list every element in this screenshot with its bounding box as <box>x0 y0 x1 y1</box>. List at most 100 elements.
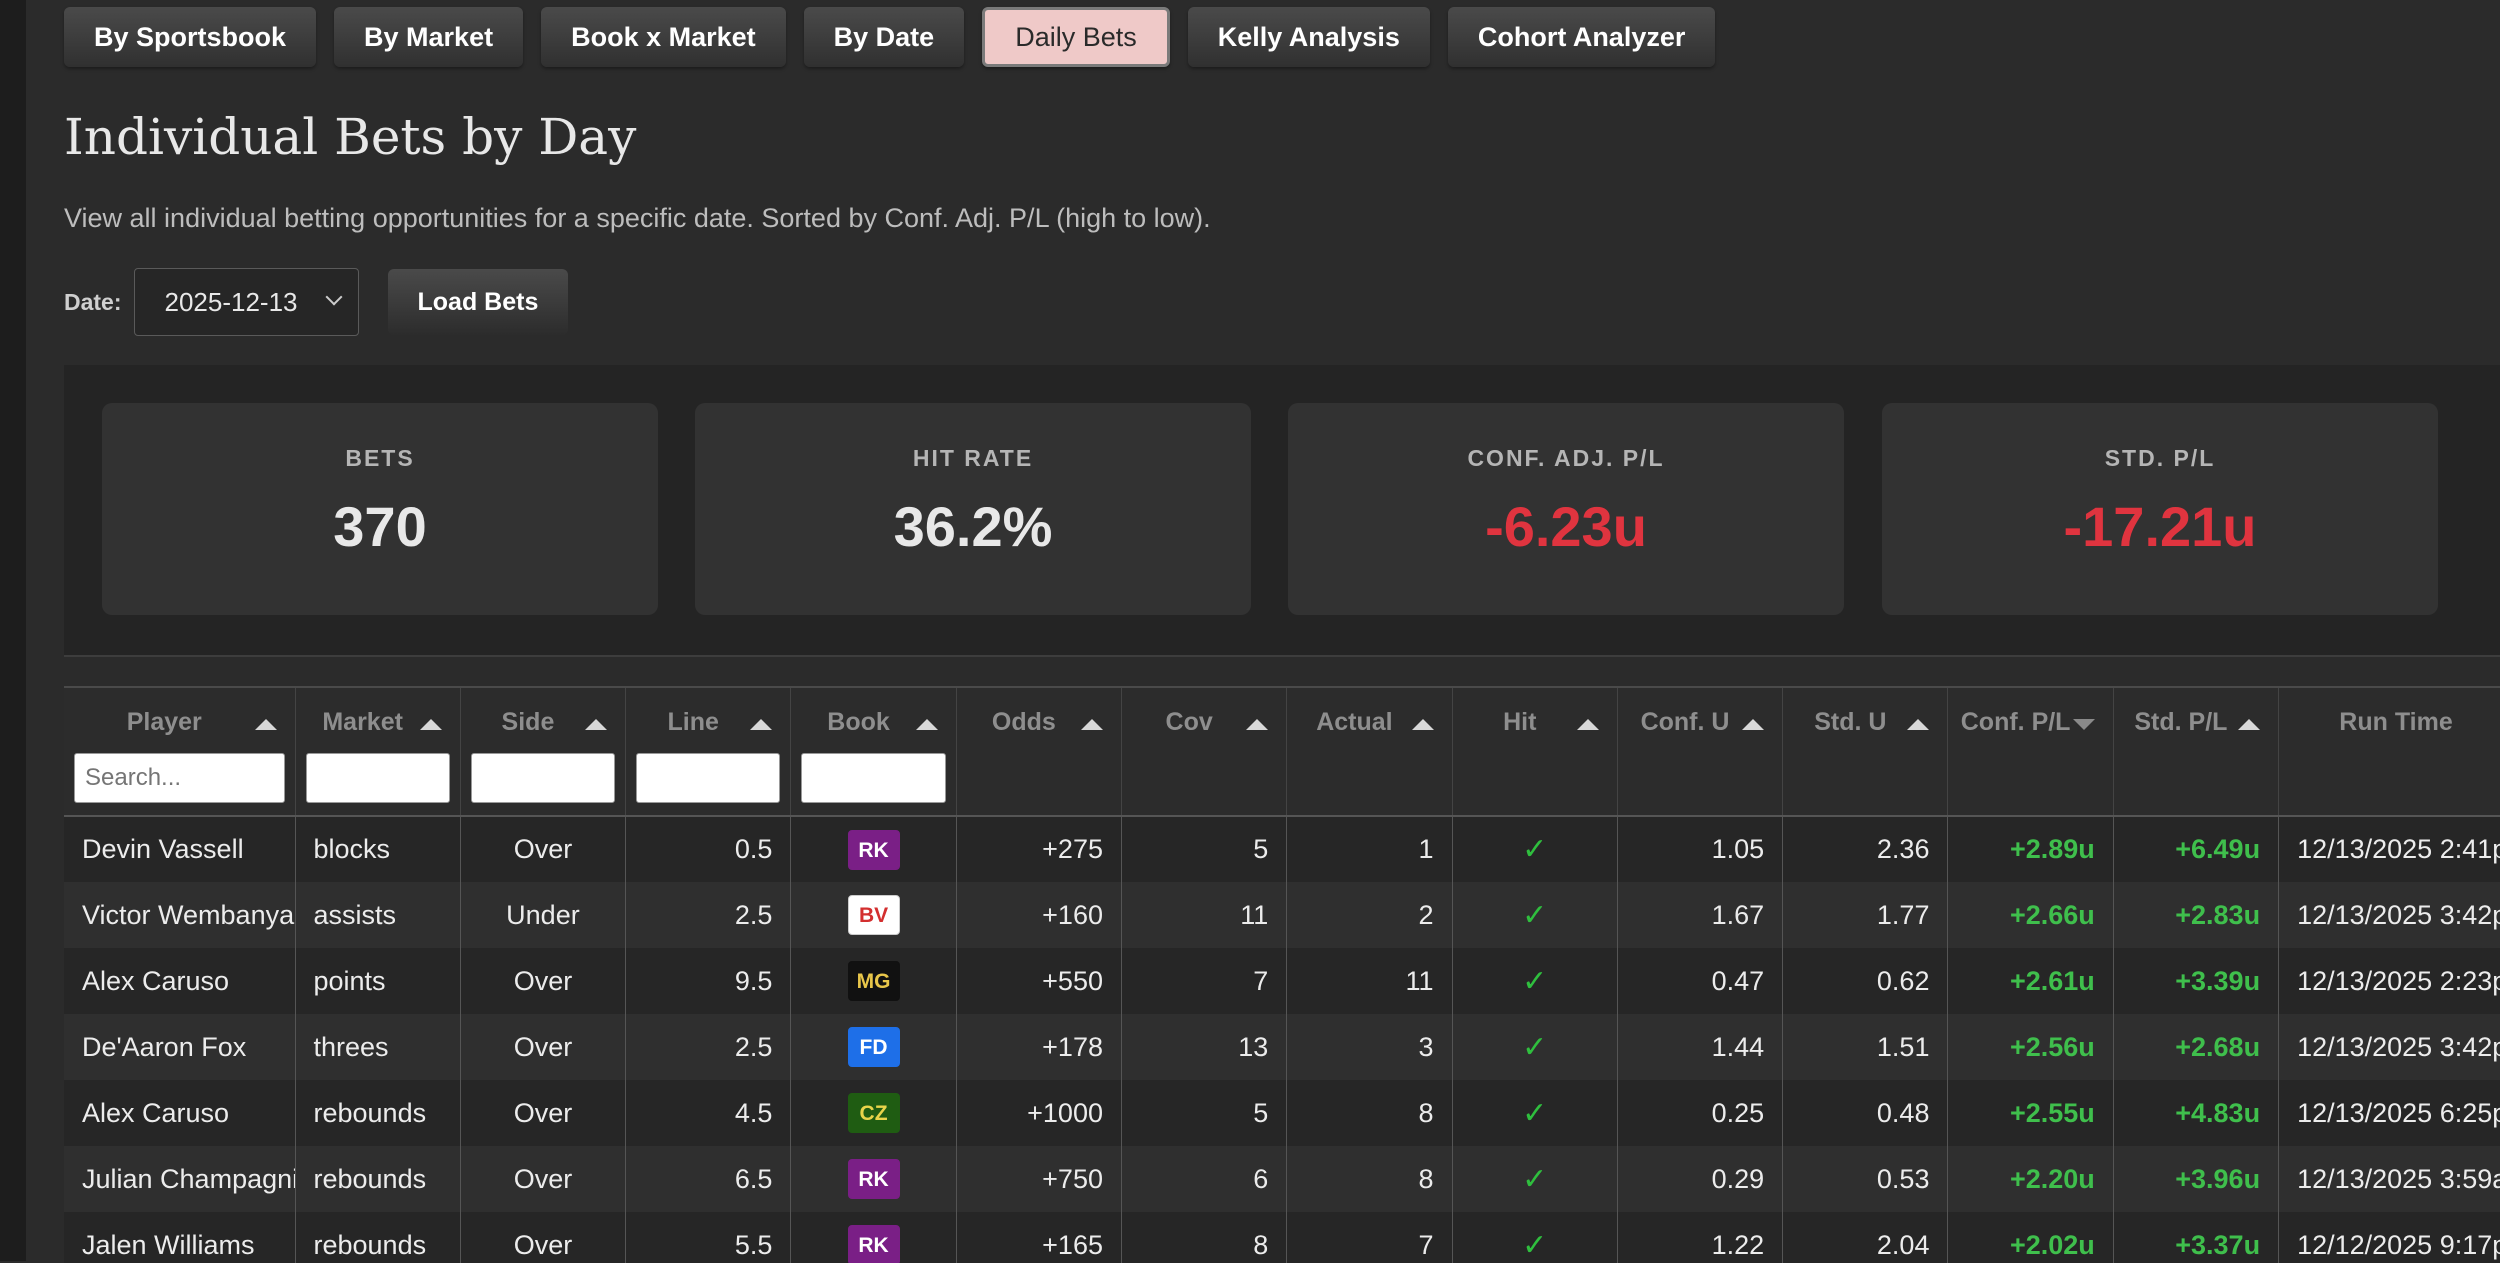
actual-cell: 11 <box>1286 948 1453 1014</box>
sort-up-icon[interactable] <box>254 719 277 730</box>
market-cell: assists <box>295 882 461 948</box>
book-badge: RK <box>847 1225 900 1263</box>
stat-label: CONF. ADJ. P/L <box>1467 445 1665 471</box>
player-filter-input[interactable] <box>74 753 285 803</box>
stat-card-bets: BETS 370 <box>102 403 658 615</box>
check-icon: ✓ <box>1452 1080 1618 1146</box>
stat-value: 370 <box>333 495 427 558</box>
sort-up-icon[interactable] <box>419 719 442 730</box>
sort-up-icon[interactable] <box>1246 719 1269 730</box>
cov-cell: 8 <box>1121 1212 1288 1263</box>
stat-value: -6.23u <box>1485 495 1647 558</box>
sort-up-icon[interactable] <box>1576 719 1599 730</box>
col-header-odds[interactable]: Odds <box>956 688 1122 817</box>
side-cell: Over <box>460 816 627 882</box>
tab-kelly-analysis[interactable]: Kelly Analysis <box>1187 7 1430 67</box>
sort-up-icon[interactable] <box>1742 719 1765 730</box>
sort-up-icon[interactable] <box>1411 719 1434 730</box>
sort-up-icon[interactable] <box>2238 719 2261 730</box>
tab-book-x-market[interactable]: Book x Market <box>541 7 786 67</box>
table-row[interactable]: Alex Caruso rebounds Over 4.5 CZ +1000 5 8 ✓ 0.25… <box>64 1080 2500 1146</box>
col-header-std-pl[interactable]: Std. P/L <box>2113 688 2280 817</box>
std-pl-cell: +2.83u <box>2113 882 2280 948</box>
page-subtitle: View all individual betting opportunitie… <box>64 203 1211 233</box>
date-select[interactable]: 2025-12-13 <box>133 268 359 336</box>
col-header-side[interactable]: Side <box>460 688 627 817</box>
run-time-cell: 12/13/2025 3:42pm <box>2278 1014 2500 1080</box>
stat-value: -17.21u <box>2063 495 2257 558</box>
load-bets-button[interactable]: Load Bets <box>387 269 569 335</box>
cov-cell: 7 <box>1121 948 1288 1014</box>
bets-table-wrapper: Player Market Side Line Book Odds Cov Ac… <box>64 686 2500 1263</box>
table-row[interactable]: De'Aaron Fox threes Over 2.5 FD +178 13 3 ✓ 1.44 1… <box>64 1014 2500 1080</box>
line-filter-input[interactable] <box>636 753 781 803</box>
side-cell: Over <box>460 1212 627 1263</box>
line-cell: 4.5 <box>625 1080 792 1146</box>
market-cell: threes <box>295 1014 461 1080</box>
cov-cell: 11 <box>1121 882 1288 948</box>
player-cell: Alex Caruso <box>64 948 296 1014</box>
player-cell: De'Aaron Fox <box>64 1014 296 1080</box>
bets-table: Player Market Side Line Book Odds Cov Ac… <box>64 688 2500 1263</box>
conf-pl-cell: +2.89u <box>1947 816 2114 882</box>
col-header-cov[interactable]: Cov <box>1121 688 1288 817</box>
col-header-actual[interactable]: Actual <box>1286 688 1453 817</box>
cov-cell: 6 <box>1121 1146 1288 1212</box>
book-badge: RK <box>847 829 900 870</box>
std-pl-cell: +3.37u <box>2113 1212 2280 1263</box>
book-cell: BV <box>790 882 957 948</box>
col-header-std-u[interactable]: Std. U <box>1782 688 1949 817</box>
col-header-hit[interactable]: Hit <box>1452 688 1618 817</box>
table-header-row: Player Market Side Line Book Odds Cov Ac… <box>64 688 2500 817</box>
line-cell: 2.5 <box>625 1014 792 1080</box>
table-row[interactable]: Julian Champagnie rebounds Over 6.5 RK +750 6 8… <box>64 1146 2500 1212</box>
market-cell: blocks <box>295 816 461 882</box>
line-cell: 9.5 <box>625 948 792 1014</box>
std-u-cell: 2.04 <box>1782 1212 1949 1263</box>
sort-up-icon[interactable] <box>915 719 938 730</box>
conf-pl-cell: +2.55u <box>1947 1080 2114 1146</box>
conf-u-cell: 0.25 <box>1617 1080 1784 1146</box>
col-header-conf-u[interactable]: Conf. U <box>1617 688 1784 817</box>
book-cell: MG <box>790 948 957 1014</box>
odds-cell: +178 <box>956 1014 1122 1080</box>
book-filter-input[interactable] <box>801 753 946 803</box>
side-filter-input[interactable] <box>470 753 616 803</box>
conf-u-cell: 0.47 <box>1617 948 1784 1014</box>
sort-up-icon[interactable] <box>750 719 773 730</box>
market-cell: points <box>295 948 461 1014</box>
tab-cohort-analyzer[interactable]: Cohort Analyzer <box>1447 7 1716 67</box>
col-header-player[interactable]: Player <box>64 688 296 817</box>
sort-up-icon[interactable] <box>1907 719 1930 730</box>
col-header-market[interactable]: Market <box>295 688 461 817</box>
col-header-book[interactable]: Book <box>790 688 957 817</box>
table-row[interactable]: Devin Vassell blocks Over 0.5 RK +275 5 1 ✓ 1.05 2… <box>64 816 2500 882</box>
market-filter-input[interactable] <box>305 753 450 803</box>
col-header-run-time[interactable]: Run Time <box>2278 688 2500 817</box>
conf-pl-cell: +2.66u <box>1947 882 2114 948</box>
tab-by-date[interactable]: By Date <box>803 7 965 67</box>
cov-cell: 5 <box>1121 816 1288 882</box>
sort-down-icon[interactable] <box>2072 719 2095 730</box>
sort-up-icon[interactable] <box>585 719 608 730</box>
col-header-line[interactable]: Line <box>625 688 792 817</box>
tab-by-market[interactable]: By Market <box>334 7 524 67</box>
sort-up-icon[interactable] <box>1080 719 1103 730</box>
table-row[interactable]: Alex Caruso points Over 9.5 MG +550 7 11 ✓ 0.47 0.… <box>64 948 2500 1014</box>
table-row[interactable]: Victor WembanyamaassistsUnder2.5 BV +16011… <box>64 882 2500 948</box>
tab-by-sportsbook[interactable]: By Sportsbook <box>64 7 317 67</box>
std-pl-cell: +6.49u <box>2113 816 2280 882</box>
player-cell: Alex Caruso <box>64 1080 296 1146</box>
col-header-conf-pl[interactable]: Conf. P/L <box>1947 688 2114 817</box>
table-row[interactable]: Jalen Williams rebounds Over 5.5 RK +165 8 7 ✓ 1.… <box>64 1212 2500 1263</box>
player-cell: Victor Wembanyama <box>64 882 296 948</box>
conf-u-cell: 0.29 <box>1617 1146 1784 1212</box>
actual-cell: 8 <box>1286 1080 1453 1146</box>
market-cell: rebounds <box>295 1080 461 1146</box>
left-rail <box>0 0 26 1261</box>
tab-bar: By Sportsbook By Market Book x Market By… <box>64 7 1716 67</box>
std-pl-cell: +3.96u <box>2113 1146 2280 1212</box>
book-badge: BV <box>847 895 900 935</box>
line-cell: 2.5 <box>625 882 792 948</box>
tab-daily-bets[interactable]: Daily Bets <box>982 7 1170 67</box>
